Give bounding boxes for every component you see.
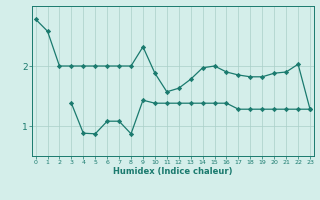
- X-axis label: Humidex (Indice chaleur): Humidex (Indice chaleur): [113, 167, 233, 176]
